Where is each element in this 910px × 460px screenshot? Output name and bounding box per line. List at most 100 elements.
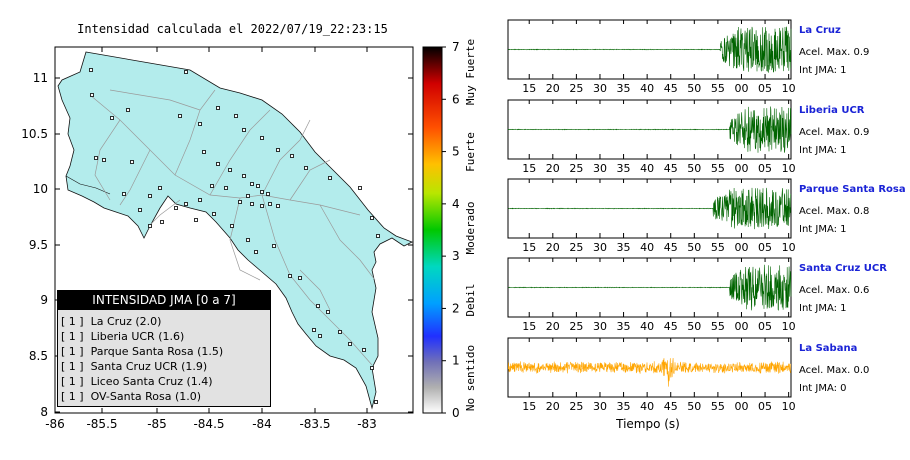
road-line xyxy=(319,204,376,281)
station-marker xyxy=(90,93,94,97)
station-marker xyxy=(326,310,330,314)
time-tick-label: 20 xyxy=(546,320,560,333)
time-tick-label: 30 xyxy=(593,400,607,413)
time-tick-label: 55 xyxy=(711,162,725,175)
station-marker xyxy=(230,224,234,228)
station-marker xyxy=(158,186,162,190)
station-marker xyxy=(110,116,114,120)
time-tick-label: 05 xyxy=(758,162,772,175)
station-acel-max: Acel. Max. 0.9 xyxy=(799,47,870,58)
station-marker xyxy=(328,176,332,180)
time-tick-label: 50 xyxy=(687,162,701,175)
time-tick-label: 10 xyxy=(782,400,796,413)
legend-item-level: [ 1 ] xyxy=(61,330,84,343)
station-marker xyxy=(148,194,152,198)
station-acel-max: Acel. Max. 0.0 xyxy=(799,365,870,376)
time-tick-label: 15 xyxy=(522,162,536,175)
station-marker xyxy=(256,184,260,188)
station-name: Liberia UCR xyxy=(799,105,865,116)
road-line xyxy=(109,89,201,111)
station-marker xyxy=(246,238,250,242)
road-line xyxy=(229,197,261,281)
time-tick-label: 05 xyxy=(758,82,772,95)
station-marker xyxy=(234,114,238,118)
time-tick-label: 30 xyxy=(593,162,607,175)
map-x-tick-label: -85.5 xyxy=(86,417,117,431)
station-marker xyxy=(216,106,220,110)
time-tick-label: 50 xyxy=(687,400,701,413)
time-tick-label: 25 xyxy=(569,162,583,175)
legend-item-level: [ 1 ] xyxy=(61,315,84,328)
road-line xyxy=(289,159,331,201)
map-y-tick-label: 9.5 xyxy=(29,238,48,252)
station-marker xyxy=(246,194,250,198)
seismogram-panel: 15 20 25 30 35 40 45 50 55 00 05 10 xyxy=(507,337,796,413)
time-tick-label: 10 xyxy=(782,241,796,254)
time-tick-label: 55 xyxy=(711,241,725,254)
station-marker xyxy=(374,400,378,404)
station-marker xyxy=(94,156,98,160)
seismogram-panel: 15 20 25 30 35 40 45 50 55 00 05 10 xyxy=(507,19,796,95)
legend-item: [ 1 ] OV-Santa Rosa (1.0) xyxy=(58,389,270,404)
seismogram-panel: 15 20 25 30 35 40 45 50 55 00 05 10 xyxy=(507,178,796,254)
time-tick-label: 15 xyxy=(522,241,536,254)
seismic-stations xyxy=(89,68,380,404)
station-marker xyxy=(318,334,322,338)
station-marker xyxy=(202,150,206,154)
time-tick-label: 05 xyxy=(758,400,772,413)
road-line xyxy=(261,194,373,366)
station-marker xyxy=(216,162,220,166)
legend-item: [ 1 ] Parque Santa Rosa (1.5) xyxy=(58,344,270,359)
station-marker xyxy=(184,70,188,74)
scale-category-label: No sentido xyxy=(464,345,477,411)
road-line xyxy=(299,269,331,311)
map-y-tick-label: 10 xyxy=(33,182,48,196)
scale-category-label: Debil xyxy=(464,283,477,316)
scale-category-label: Fuerte xyxy=(464,132,477,172)
time-tick-label: 45 xyxy=(664,241,678,254)
station-marker xyxy=(89,68,93,72)
time-tick-label: 35 xyxy=(617,82,631,95)
time-axis-label: Tiempo (s) xyxy=(615,417,680,431)
station-marker xyxy=(194,218,198,222)
time-tick-label: 40 xyxy=(640,162,654,175)
time-tick-label: 35 xyxy=(617,320,631,333)
station-marker xyxy=(126,108,130,112)
station-int-jma: Int JMA: 0 xyxy=(799,383,847,394)
station-marker xyxy=(242,128,246,132)
time-tick-label: 45 xyxy=(664,320,678,333)
time-tick-label: 15 xyxy=(522,320,536,333)
time-tick-label: 40 xyxy=(640,241,654,254)
station-acel-max: Acel. Max. 0.6 xyxy=(799,285,870,296)
time-tick-label: 45 xyxy=(664,400,678,413)
time-tick-label: 15 xyxy=(522,82,536,95)
station-marker xyxy=(370,216,374,220)
legend-item-level: [ 1 ] xyxy=(61,390,84,403)
legend-item-level: [ 1 ] xyxy=(61,360,84,373)
map-y-tick-label: 8.5 xyxy=(29,349,48,363)
scale-category-label: Muy Fuerte xyxy=(464,39,477,105)
time-tick-label: 30 xyxy=(593,320,607,333)
station-int-jma: Int JMA: 1 xyxy=(799,303,847,314)
map-roads xyxy=(89,89,376,366)
station-marker xyxy=(254,250,258,254)
station-marker xyxy=(238,200,242,204)
station-marker xyxy=(266,192,270,196)
legend-item-station: Liberia UCR (1.6) xyxy=(90,330,185,343)
seismogram-panel: 15 20 25 30 35 40 45 50 55 00 05 10 xyxy=(507,99,796,175)
station-marker xyxy=(160,220,164,224)
station-name: La Cruz xyxy=(799,25,841,36)
station-marker xyxy=(242,174,246,178)
time-tick-label: 40 xyxy=(640,400,654,413)
station-int-jma: Int JMA: 1 xyxy=(799,145,847,156)
time-tick-label: 25 xyxy=(569,320,583,333)
legend-item-station: OV-Santa Rosa (1.0) xyxy=(90,390,202,403)
seismogram-panel: 15 20 25 30 35 40 45 50 55 00 05 10 xyxy=(507,257,796,333)
station-marker xyxy=(184,202,188,206)
map-y-tick-label: 8 xyxy=(40,405,48,419)
map-y-tick-label: 9 xyxy=(40,293,48,307)
legend-item-station: La Cruz (2.0) xyxy=(90,315,162,328)
station-marker xyxy=(304,166,308,170)
scale-tick-label: 2 xyxy=(452,301,460,315)
